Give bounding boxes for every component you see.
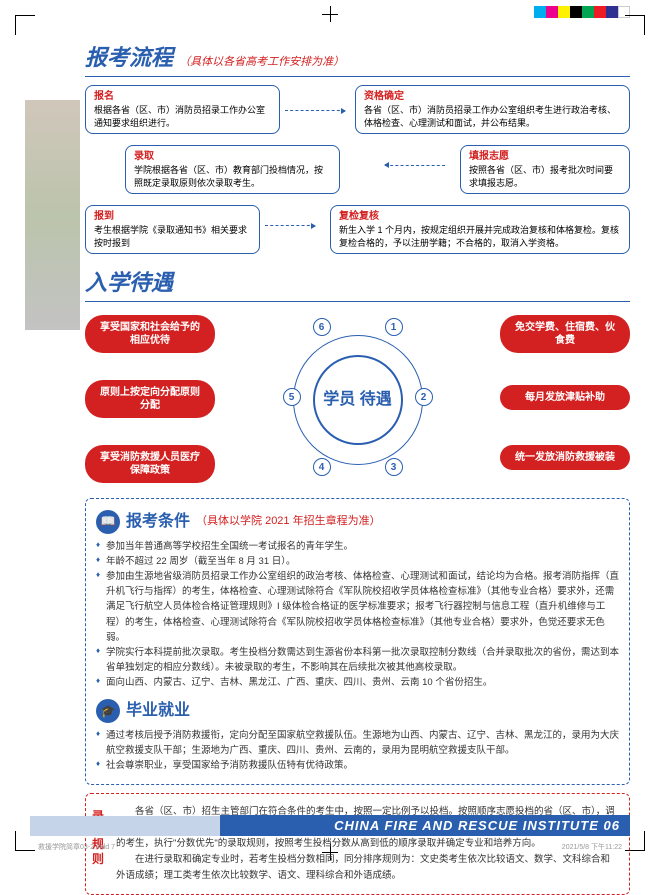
- meta-left: 救援学院简章03-2.indd 7: [38, 842, 115, 852]
- center-circle: 学员 待遇: [313, 355, 403, 445]
- book-icon: 📖: [96, 510, 120, 534]
- meta-right: 2021/5/8 下午11:22: [562, 842, 622, 852]
- treatment-diagram: 学员 待遇 6 1 5 2 4 3 享受国家和社会给予的相应优待 免交学费、住宿…: [85, 310, 630, 490]
- cond-item: 参加由生源地省级消防员招录工作办公室组织的政治考核、体格检查、心理测试和面试，结…: [96, 569, 619, 645]
- crop-mark: [625, 15, 645, 35]
- section-treat-title: 入学待遇: [85, 265, 630, 297]
- conditions-panel: 📖报考条件（具体以学院 2021 年招生章程为准） 参加当年普通高等学校招生全国…: [85, 498, 630, 785]
- footer-banner: CHINA FIRE AND RESCUE INSTITUTE 06: [220, 815, 630, 836]
- rule-para: 在进行录取和确定专业时，若考生投档分数相同，同分排序规则为：文史类考生依次比较语…: [116, 852, 619, 884]
- cond-item: 参加当年普通高等学校招生全国统一考试报名的青年学生。: [96, 539, 619, 554]
- side-photo: [25, 100, 80, 330]
- color-registration-bar: [534, 6, 630, 18]
- section-flow-title: 报考流程 （具体以各省高考工作安排为准）: [85, 40, 630, 72]
- cond-item: 面向山西、内蒙古、辽宁、吉林、黑龙江、广西、重庆、四川、贵州、云南 10 个省份…: [96, 675, 619, 690]
- grad-item: 社会尊崇职业，享受国家给予消防救援队伍特有优待政策。: [96, 758, 619, 773]
- registration-cross: [322, 6, 338, 22]
- footer-gray-bar: [30, 816, 220, 836]
- rules-panel: 录取规则 各省（区、市）招生主管部门在符合条件的考生中，按照一定比例予以投档。按…: [85, 793, 630, 895]
- crop-mark: [15, 15, 35, 35]
- grad-item: 通过考核后授予消防救援衔，定向分配至国家航空救援队伍。生源地为山西、内蒙古、辽宁…: [96, 728, 619, 758]
- flow-diagram: 报名根据各省（区、市）消防员招录工作办公室通知要求组织进行。 资格确定各省（区、…: [85, 85, 630, 265]
- cond-item: 学院实行本科提前批次录取。考生投档分数需达到生源省份本科第一批次录取控制分数线（…: [96, 645, 619, 675]
- cap-icon: 🎓: [96, 699, 120, 723]
- cond-item: 年龄不超过 22 周岁（截至当年 8 月 31 日）。: [96, 554, 619, 569]
